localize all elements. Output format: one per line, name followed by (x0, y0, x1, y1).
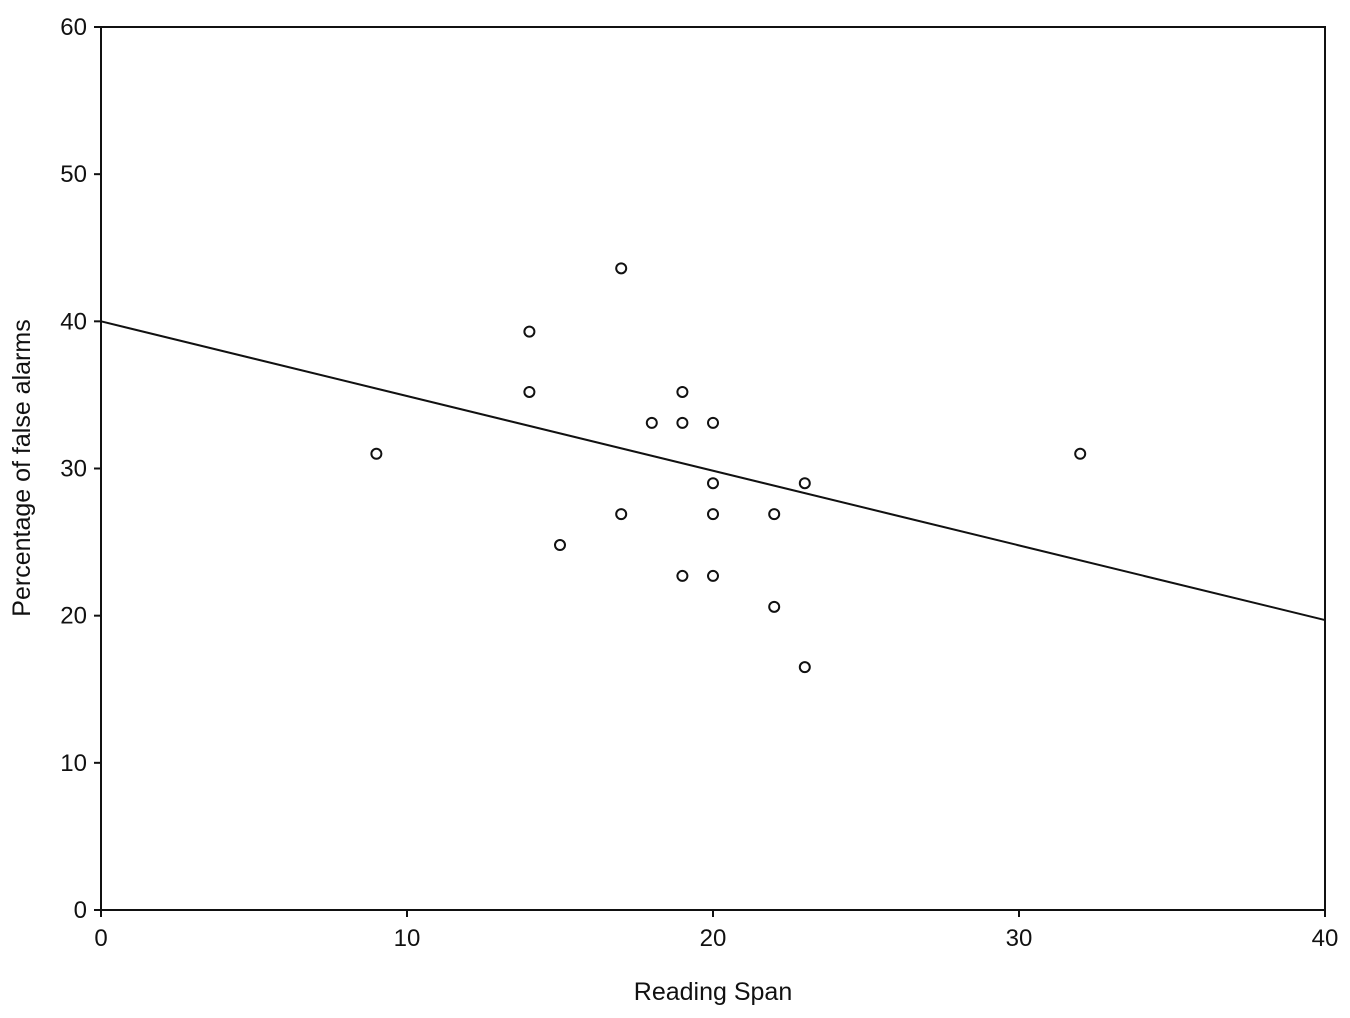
y-axis: 0 10 20 30 40 50 60 (60, 14, 101, 924)
x-tick-label: 0 (94, 925, 107, 952)
regression-line-layer (100, 320, 1326, 622)
x-tick-label: 20 (700, 925, 727, 952)
y-tick-label: 20 (60, 603, 87, 630)
data-point (370, 447, 383, 460)
data-point (615, 262, 628, 275)
data-point (707, 508, 719, 521)
data-point (615, 508, 628, 521)
data-point (676, 385, 689, 398)
y-tick-label: 50 (60, 161, 87, 188)
data-point (1074, 447, 1087, 460)
regression-line (100, 320, 1326, 622)
data-point (523, 385, 536, 398)
y-tick-label: 10 (60, 750, 87, 777)
data-point (645, 416, 658, 429)
x-tick-label: 30 (1006, 925, 1033, 952)
data-point (707, 477, 719, 490)
data-points (370, 262, 1087, 674)
plot-frame (100, 26, 1326, 911)
data-point (676, 416, 689, 429)
data-point (798, 477, 811, 490)
data-point (707, 416, 719, 429)
data-point (523, 325, 536, 338)
y-tick-label: 40 (60, 308, 87, 335)
x-tick-label: 10 (394, 925, 421, 952)
data-point (768, 600, 781, 613)
x-axis-title: Reading Span (634, 978, 792, 1006)
data-point (676, 569, 689, 582)
x-axis: 0 10 20 30 40 (94, 910, 1338, 952)
data-point (707, 569, 719, 582)
data-point (768, 508, 781, 521)
y-tick-label: 30 (60, 456, 87, 483)
x-tick-label: 40 (1312, 925, 1339, 952)
y-tick-label: 60 (60, 14, 87, 41)
y-tick-label: 0 (74, 897, 87, 924)
data-point (798, 661, 811, 674)
data-point (554, 539, 566, 552)
y-axis-title: Percentage of false alarms (8, 319, 36, 616)
